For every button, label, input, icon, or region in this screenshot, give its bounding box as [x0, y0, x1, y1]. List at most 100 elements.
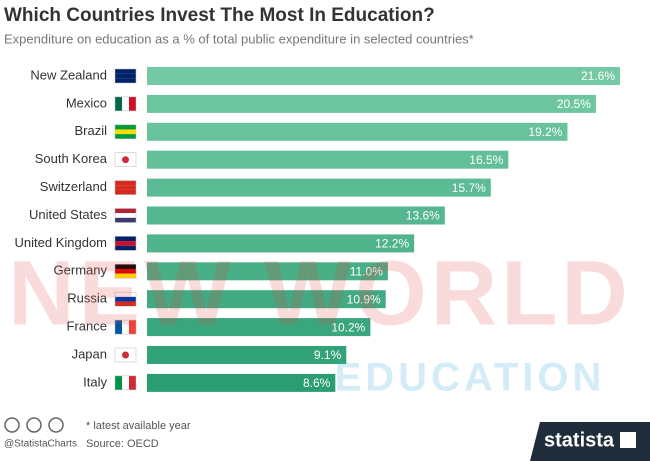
flag-part	[115, 292, 136, 297]
flag-part	[122, 320, 129, 335]
flag-part	[122, 156, 129, 164]
flag-part	[115, 357, 136, 362]
flag	[114, 291, 137, 307]
flag-border	[114, 208, 137, 223]
value-label: 12.2%	[375, 237, 409, 251]
category-label: Russia	[67, 291, 108, 306]
flag	[114, 124, 137, 140]
category-label: Brazil	[74, 123, 107, 138]
bar	[147, 346, 347, 364]
flag-border	[114, 319, 137, 335]
bar	[147, 178, 491, 197]
brand-icon	[620, 432, 636, 448]
value-label: 9.1%	[314, 348, 342, 362]
bar	[147, 150, 509, 169]
value-label: 20.5%	[557, 97, 591, 111]
flag-part	[122, 96, 129, 111]
flag-part	[115, 264, 136, 269]
flag-part	[115, 208, 136, 214]
value-label: 11.0%	[350, 264, 383, 278]
flag-part	[129, 320, 136, 335]
flag-part	[115, 152, 136, 158]
bar	[147, 234, 415, 253]
flag-part	[115, 241, 136, 246]
flag-part	[115, 185, 136, 190]
flag-part	[122, 375, 129, 390]
category-label: Switzerland	[40, 179, 107, 194]
flag-part	[115, 180, 136, 186]
flag-part	[115, 96, 122, 111]
brand-box	[530, 422, 650, 461]
flag-part	[115, 245, 136, 251]
bar	[147, 290, 386, 309]
flag-part	[115, 189, 136, 195]
flag-part	[115, 273, 136, 279]
flag	[114, 264, 137, 279]
category-label: United Kingdom	[15, 235, 108, 250]
chart-subtitle: Expenditure on education as a % of total…	[4, 31, 474, 46]
value-label: 13.6%	[406, 209, 440, 223]
handle: @StatistaCharts	[4, 439, 77, 450]
flag-part	[115, 375, 122, 390]
bar	[147, 94, 596, 113]
value-label: 16.5%	[469, 153, 503, 167]
flag-border	[114, 236, 137, 251]
flag-border	[114, 96, 137, 112]
flag-part	[115, 348, 136, 353]
flag-part	[115, 129, 136, 135]
watermark: NEW WORLD	[8, 242, 632, 344]
flag	[114, 68, 137, 84]
flag	[114, 236, 137, 251]
flag	[114, 152, 137, 167]
category-label: France	[67, 319, 107, 334]
flag-part	[115, 162, 136, 167]
flag-part	[129, 375, 136, 390]
flag	[114, 347, 137, 363]
category-label: New Zealand	[30, 67, 107, 82]
flag-part	[115, 301, 136, 307]
category-label: Mexico	[66, 95, 107, 110]
category-label: Germany	[54, 263, 108, 278]
flag-part	[115, 320, 122, 335]
category-label: United States	[29, 207, 108, 222]
flag-part	[122, 351, 129, 359]
source: Source: OECD	[86, 438, 159, 450]
flag-part	[115, 134, 136, 139]
bar	[147, 318, 371, 337]
value-label: 15.7%	[452, 181, 486, 195]
flag-part	[115, 69, 136, 74]
value-label: 21.6%	[581, 69, 615, 83]
bar	[147, 206, 445, 225]
flag-part	[115, 213, 136, 218]
flag	[114, 375, 137, 391]
bar	[147, 262, 388, 281]
value-label: 10.9%	[347, 292, 381, 306]
chart-title: Which Countries Invest The Most In Educa…	[4, 5, 435, 26]
category-label: Japan	[72, 346, 107, 361]
flag-part	[129, 96, 136, 111]
bar	[147, 373, 336, 392]
flag-part	[115, 73, 136, 79]
flag	[114, 319, 137, 335]
flag-border	[114, 180, 137, 195]
flag-border	[114, 68, 137, 84]
brand: statista	[544, 429, 615, 451]
flag	[114, 208, 137, 223]
flag-part	[115, 124, 136, 130]
value-label: 8.6%	[303, 376, 331, 390]
flag-border	[114, 124, 137, 140]
plot: New Zealand 21.6% Mexico 20.5% Brazil 19.2% So…	[15, 67, 620, 392]
flag-part	[115, 296, 136, 302]
flag-border	[114, 347, 137, 363]
flag-part	[115, 217, 136, 223]
watermark: EDUCATION	[335, 356, 606, 400]
flag-part	[115, 78, 136, 83]
value-label: 19.2%	[528, 125, 562, 139]
flag-part	[115, 236, 136, 242]
bar	[147, 122, 568, 141]
bar	[147, 67, 620, 85]
flag-border	[114, 264, 137, 279]
flag-border	[114, 375, 137, 391]
category-label: Italy	[83, 374, 107, 389]
